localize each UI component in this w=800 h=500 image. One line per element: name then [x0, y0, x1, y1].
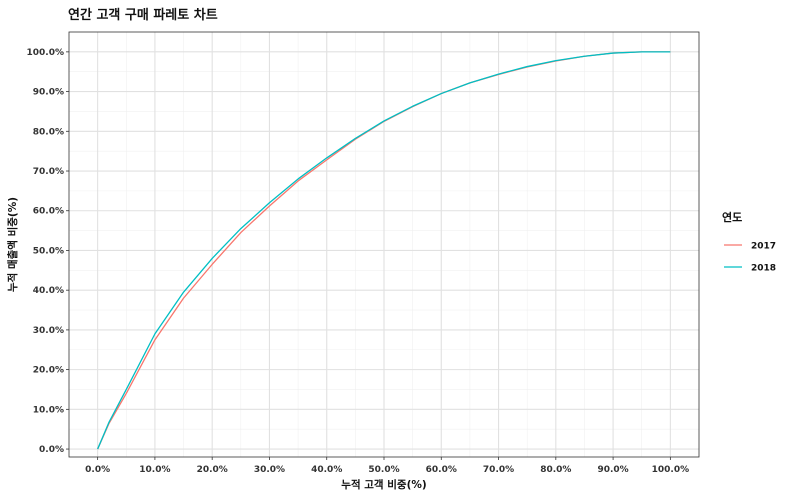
gridlines [69, 32, 699, 457]
y-axis-ticks: 0.0% 10.0% 20.0% 30.0% 40.0% 50.0% 60.0% 70.0% 8… [27, 48, 69, 455]
chart-title: 연간 고객 구매 파레토 차트 [68, 7, 218, 23]
legend-label-2017: 2017 [751, 242, 776, 252]
y-tick-label: 10.0% [33, 405, 64, 415]
x-tick-label: 10.0% [139, 465, 170, 475]
x-axis-title: 누적 고객 비중(%) [341, 478, 426, 491]
y-axis-title: 누적 매출액 비중(%) [6, 197, 19, 292]
y-tick-label: 60.0% [33, 207, 64, 217]
x-tick-label: 20.0% [197, 465, 228, 475]
legend: 연도 2017 2018 [722, 210, 776, 274]
legend-label-2018: 2018 [751, 264, 776, 274]
x-tick-label: 30.0% [254, 465, 285, 475]
x-tick-label: 70.0% [483, 465, 514, 475]
y-tick-label: 90.0% [33, 88, 64, 98]
x-tick-label: 60.0% [426, 465, 457, 475]
y-tick-label: 100.0% [27, 48, 65, 58]
x-tick-label: 90.0% [597, 465, 628, 475]
y-tick-label: 70.0% [33, 167, 64, 177]
x-tick-label: 80.0% [540, 465, 571, 475]
legend-title: 연도 [722, 210, 742, 224]
x-tick-label: 50.0% [368, 465, 399, 475]
series-line-2018 [97, 51, 671, 450]
y-tick-label: 0.0% [39, 445, 64, 455]
y-tick-label: 80.0% [33, 127, 64, 137]
x-tick-label: 40.0% [311, 465, 342, 475]
y-tick-label: 20.0% [33, 366, 64, 376]
x-axis-ticks: 0.0% 10.0% 20.0% 30.0% 40.0% 50.0% 60.0% 70.0% 8… [85, 457, 689, 475]
series-lines [97, 51, 671, 450]
y-tick-label: 40.0% [33, 286, 64, 296]
y-tick-label: 50.0% [33, 246, 64, 256]
x-tick-label: 100.0% [652, 465, 690, 475]
y-tick-label: 30.0% [33, 326, 64, 336]
x-tick-label: 0.0% [85, 465, 110, 475]
